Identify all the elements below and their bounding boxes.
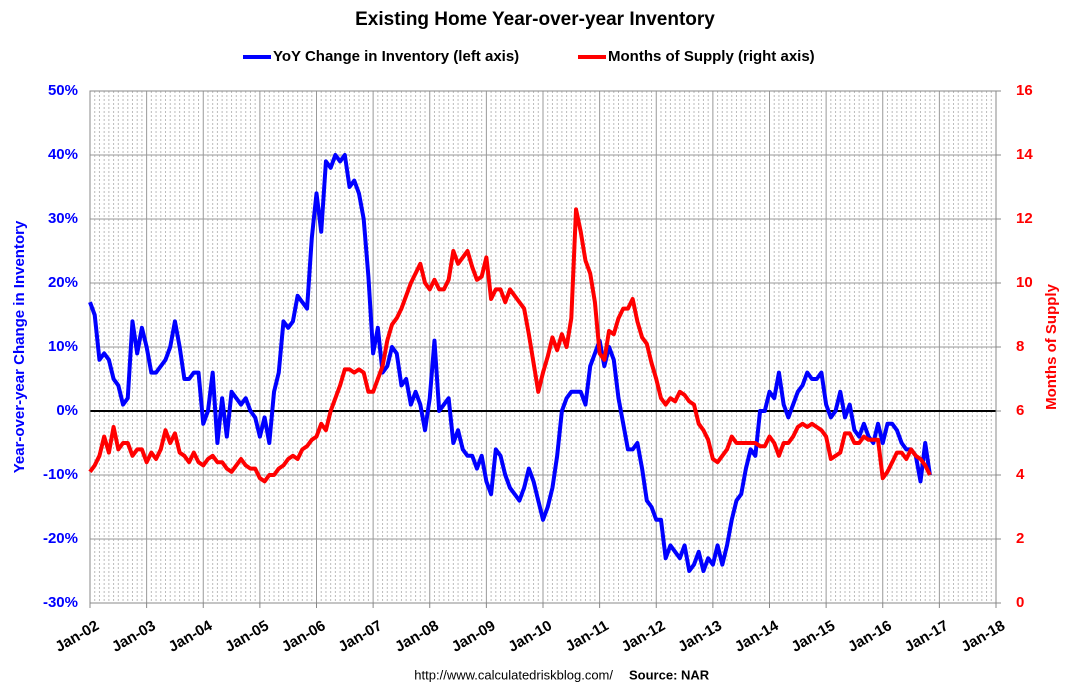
y2-tick-label: 2 bbox=[1016, 530, 1024, 547]
x-tick-label: Jan-09 bbox=[449, 617, 499, 655]
x-tick-label: Jan-07 bbox=[335, 617, 385, 655]
x-tick-label: Jan-05 bbox=[222, 617, 272, 655]
x-tick-label: Jan-16 bbox=[845, 617, 895, 655]
y2-tick-label: 16 bbox=[1016, 82, 1033, 99]
x-tick-label: Jan-08 bbox=[392, 617, 442, 655]
data-line bbox=[88, 153, 932, 573]
x-tick-label: Jan-11 bbox=[563, 617, 612, 655]
y-tick-label: 30% bbox=[48, 210, 78, 227]
y-tick-label: 20% bbox=[48, 274, 78, 291]
legend-label: Months of Supply (right axis) bbox=[608, 48, 815, 65]
y2-tick-label: 12 bbox=[1016, 210, 1033, 227]
y-tick-label: -20% bbox=[43, 530, 78, 547]
x-tick-label: Jan-03 bbox=[109, 617, 159, 655]
x-tick-label: Jan-12 bbox=[619, 617, 669, 655]
y2-tick-label: 14 bbox=[1016, 146, 1033, 163]
x-tick-label: Jan-18 bbox=[958, 617, 1008, 655]
x-tick-label: Jan-04 bbox=[166, 617, 216, 656]
legend-label: YoY Change in Inventory (left axis) bbox=[273, 48, 519, 65]
y2-tick-label: 6 bbox=[1016, 402, 1024, 419]
y-tick-label: -10% bbox=[43, 466, 78, 483]
x-tick-label: Jan-02 bbox=[52, 617, 102, 655]
x-tick-label: Jan-15 bbox=[788, 617, 838, 655]
y-tick-label: 10% bbox=[48, 338, 78, 355]
y2-axis-title: Months of Supply bbox=[1043, 283, 1060, 409]
y-tick-label: -30% bbox=[43, 594, 78, 611]
x-tick-label: Jan-13 bbox=[675, 617, 725, 655]
y-tick-label: 50% bbox=[48, 82, 78, 99]
y-axis-title: Year-over-year Change in Inventory bbox=[11, 220, 28, 473]
y-tick-label: 0% bbox=[56, 402, 78, 419]
footer-source: Source: NAR bbox=[629, 667, 710, 682]
y2-tick-label: 4 bbox=[1016, 466, 1025, 483]
y-tick-label: 40% bbox=[48, 146, 78, 163]
y2-tick-label: 10 bbox=[1016, 274, 1033, 291]
x-tick-label: Jan-14 bbox=[732, 617, 782, 656]
footer-url: http://www.calculatedriskblog.com/ bbox=[414, 667, 613, 682]
data-line bbox=[88, 207, 932, 484]
y2-tick-label: 0 bbox=[1016, 594, 1024, 611]
x-tick-label: Jan-06 bbox=[279, 617, 329, 655]
chart-title: Existing Home Year-over-year Inventory bbox=[355, 9, 715, 30]
x-tick-label: Jan-10 bbox=[505, 617, 555, 655]
y2-tick-label: 8 bbox=[1016, 338, 1024, 355]
x-tick-label: Jan-17 bbox=[902, 617, 952, 655]
